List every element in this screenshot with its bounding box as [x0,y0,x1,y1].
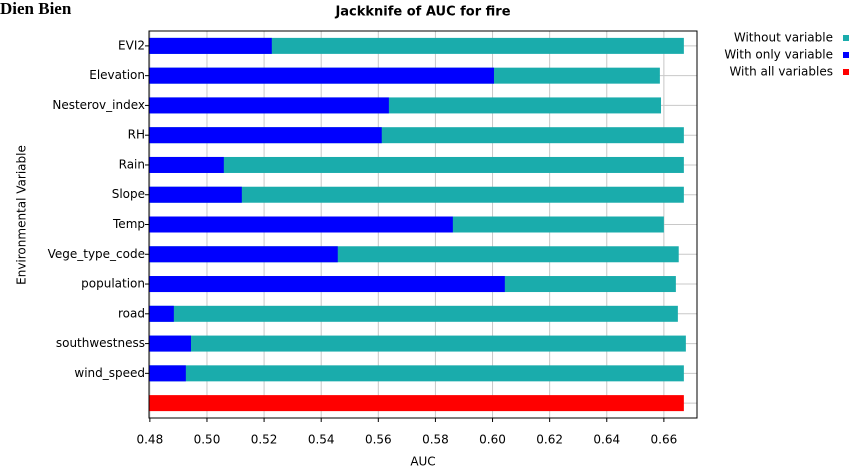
bar [149,365,684,382]
bar [149,335,686,352]
bar [149,67,494,84]
bar [149,365,186,382]
x-tick-label: 0.50 [194,433,221,447]
bar [149,186,684,203]
legend-swatch [843,35,849,41]
x-tick-label: 0.52 [251,433,278,447]
legend-label: With all variables [729,65,833,79]
x-tick-label: 0.54 [308,433,335,447]
bar [149,276,505,293]
x-tick-label: 0.66 [651,433,678,447]
legend-swatch [843,69,849,75]
x-tick-label: 0.48 [136,433,163,447]
y-tick-label: southwestness [56,336,145,350]
y-tick-label: RH [128,128,145,142]
y-tick-label: Slope [112,187,145,201]
bar [149,37,272,54]
y-tick-label: Vege_type_code [48,247,145,261]
legend-label: Without variable [734,31,833,45]
y-tick-label: Elevation [89,68,145,82]
bar [149,305,678,322]
chart-title: Jackknife of AUC for fire [334,5,510,20]
bar [149,335,191,352]
y-tick-label: wind_speed [74,366,145,380]
legend-label: With only variable [724,48,833,62]
bar [149,395,684,412]
y-axis-label: Environmental Variable [15,145,29,285]
x-tick-label: 0.62 [536,433,563,447]
y-tick-label: population [81,277,145,291]
y-tick-label: road [118,306,145,320]
x-tick-label: 0.58 [422,433,449,447]
corner-label: Dien Bien [0,0,72,18]
bar [149,246,338,263]
bar [149,216,453,233]
y-tick-label: Rain [119,157,145,171]
bar [149,97,389,114]
x-tick-label: 0.56 [365,433,392,447]
y-tick-label: Nesterov_index [52,98,145,112]
bar [149,37,684,54]
x-tick-label: 0.60 [479,433,506,447]
bar [149,156,684,173]
plot-border [148,30,698,419]
bar [149,305,174,322]
y-tick-label: EVI2 [118,38,145,52]
x-axis-label: AUC [410,455,435,469]
y-tick-label: Temp [112,217,145,231]
x-tick-label: 0.64 [593,433,620,447]
bar [149,186,242,203]
bar [149,127,382,144]
legend-swatch [843,52,849,58]
bar [149,156,224,173]
